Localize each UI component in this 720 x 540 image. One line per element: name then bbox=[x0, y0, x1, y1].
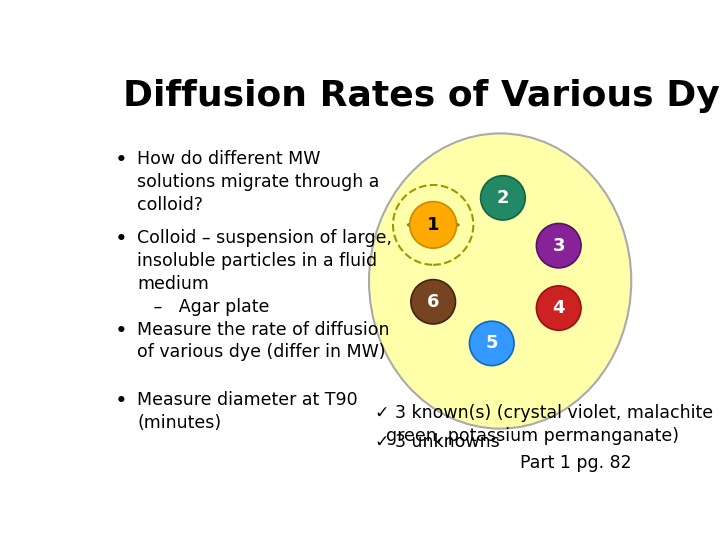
Ellipse shape bbox=[480, 176, 526, 220]
Text: Diffusion Rates of Various Dyes: Diffusion Rates of Various Dyes bbox=[124, 79, 720, 113]
Text: •: • bbox=[115, 391, 128, 411]
Ellipse shape bbox=[536, 286, 581, 330]
Text: 3: 3 bbox=[552, 237, 565, 255]
Text: 1: 1 bbox=[427, 216, 439, 234]
Ellipse shape bbox=[411, 280, 456, 324]
Text: 6: 6 bbox=[427, 293, 439, 311]
Ellipse shape bbox=[469, 321, 514, 366]
Text: 5: 5 bbox=[485, 334, 498, 353]
Text: Measure diameter at T90
(minutes): Measure diameter at T90 (minutes) bbox=[138, 391, 358, 432]
Text: How do different MW
solutions migrate through a
colloid?: How do different MW solutions migrate th… bbox=[138, 150, 380, 214]
Text: Part 1 pg. 82: Part 1 pg. 82 bbox=[520, 454, 631, 472]
Text: •: • bbox=[115, 229, 128, 249]
Ellipse shape bbox=[536, 224, 581, 268]
Ellipse shape bbox=[410, 201, 456, 248]
Text: ✓ 3 known(s) (crystal violet, malachite
  green, potassium permanganate): ✓ 3 known(s) (crystal violet, malachite … bbox=[374, 404, 713, 444]
Text: •: • bbox=[115, 321, 128, 341]
Text: Colloid – suspension of large,
insoluble particles in a fluid
medium
   –   Agar: Colloid – suspension of large, insoluble… bbox=[138, 229, 392, 316]
Text: •: • bbox=[115, 150, 128, 170]
Ellipse shape bbox=[369, 133, 631, 429]
Text: 2: 2 bbox=[497, 189, 509, 207]
Text: 4: 4 bbox=[552, 299, 565, 317]
Text: ✓ 3 unknowns: ✓ 3 unknowns bbox=[374, 433, 500, 451]
Text: Measure the rate of diffusion
of various dye (differ in MW): Measure the rate of diffusion of various… bbox=[138, 321, 390, 361]
